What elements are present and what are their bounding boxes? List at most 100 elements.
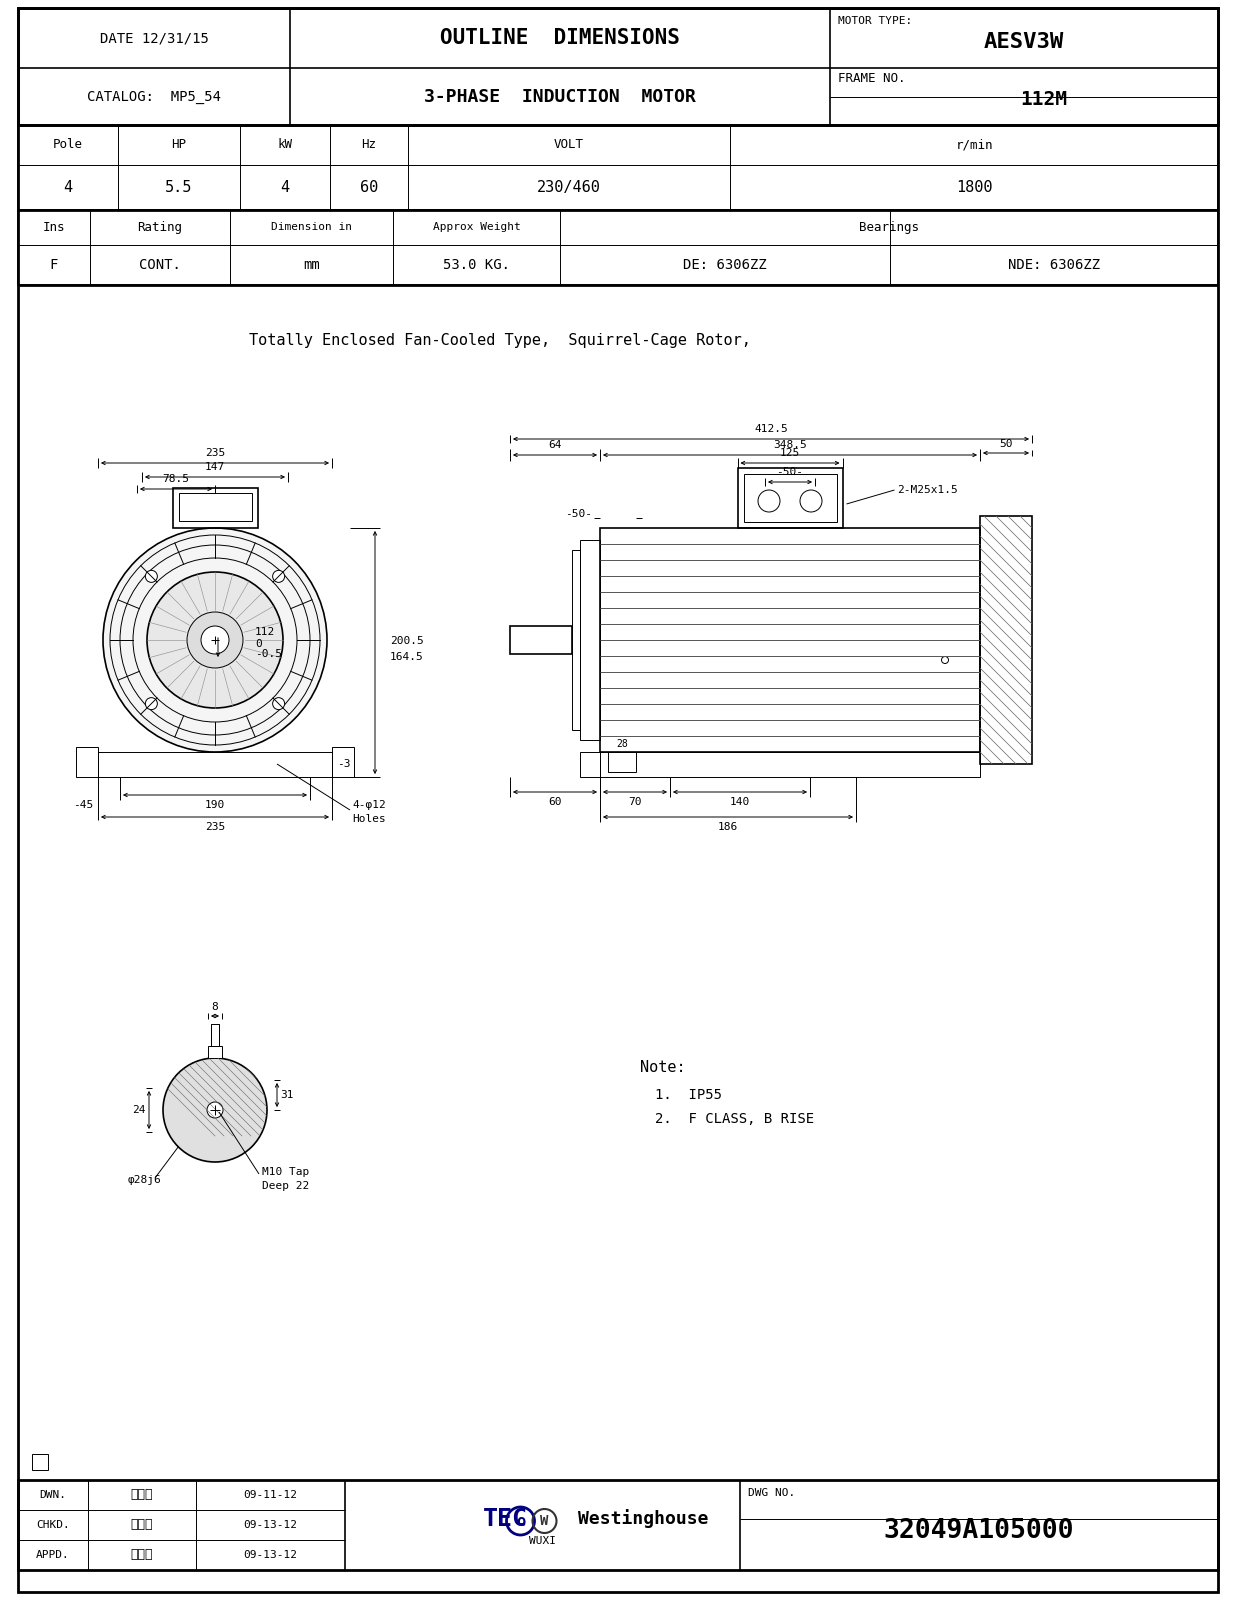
Circle shape [206,1102,222,1118]
Text: OUTLINE  DIMENSIONS: OUTLINE DIMENSIONS [440,27,680,48]
Bar [580,752,599,778]
Text: -3: -3 [337,758,351,770]
Text: 64: 64 [549,440,561,450]
Text: DATE 12/31/15: DATE 12/31/15 [100,30,209,45]
Text: 200.5: 200.5 [391,635,424,645]
Text: 4-φ12: 4-φ12 [352,800,386,810]
Text: NDE: 6306ZZ: NDE: 6306ZZ [1007,258,1100,272]
Text: 348.5: 348.5 [774,440,807,450]
Text: 235: 235 [205,822,225,832]
Circle shape [273,698,284,710]
Text: 2-M25x1.5: 2-M25x1.5 [897,485,958,494]
Text: -0.5: -0.5 [255,650,282,659]
Text: MOTOR TYPE:: MOTOR TYPE: [838,16,912,26]
Text: Holes: Holes [352,814,386,824]
Text: 78.5: 78.5 [162,474,189,483]
Text: Ins: Ins [43,221,66,234]
Text: AESV3W: AESV3W [984,32,1064,51]
Text: Totally Enclosed Fan-Cooled Type,  Squirrel-Cage Rotor,: Totally Enclosed Fan-Cooled Type, Squirr… [250,333,751,347]
Text: 140: 140 [730,797,750,806]
Text: 09-13-12: 09-13-12 [243,1520,298,1530]
Bar [744,474,837,522]
Text: -50-: -50- [565,509,592,518]
Text: 230/460: 230/460 [538,179,601,195]
Bar [19,1480,1217,1570]
Text: CHKD.: CHKD. [36,1520,70,1530]
Text: Approx Weight: Approx Weight [433,222,520,232]
Text: 186: 186 [718,822,738,832]
Text: 112M: 112M [1021,90,1068,109]
Text: 31: 31 [281,1090,294,1101]
Text: FRAME NO.: FRAME NO. [838,72,906,85]
Text: -45: -45 [73,800,93,810]
Bar [572,550,580,730]
Text: 164.5: 164.5 [391,653,424,662]
Text: 147: 147 [205,462,225,472]
Text: 時堕慶: 時堕慶 [131,1518,153,1531]
Text: 50: 50 [999,438,1012,450]
Text: Rating: Rating [137,221,183,234]
Text: 4: 4 [63,179,73,195]
Circle shape [103,528,328,752]
Text: 0: 0 [255,638,262,650]
Text: CATALOG:  MP5_54: CATALOG: MP5_54 [87,90,221,104]
Text: 53.0 KG.: 53.0 KG. [442,258,510,272]
Circle shape [187,611,243,669]
Text: VOLT: VOLT [554,139,583,152]
Text: -50-: -50- [776,467,803,477]
Circle shape [146,570,157,582]
Text: r/min: r/min [955,139,993,152]
Text: Deep 22: Deep 22 [262,1181,309,1190]
Text: 5.5: 5.5 [166,179,193,195]
Text: 09-13-12: 09-13-12 [243,1550,298,1560]
Bar [19,210,1217,285]
Bar [98,752,332,778]
Bar [75,747,98,778]
Text: 09-11-12: 09-11-12 [243,1490,298,1501]
Bar [608,752,637,773]
Text: W: W [540,1514,549,1528]
Bar [332,747,353,778]
Text: 112: 112 [255,627,276,637]
Text: 60: 60 [360,179,378,195]
Text: 2.  F CLASS, B RISE: 2. F CLASS, B RISE [655,1112,815,1126]
Bar [173,488,257,528]
Bar [738,467,843,528]
Text: Bearings: Bearings [859,221,920,234]
Circle shape [163,1058,267,1162]
Bar [980,515,1032,765]
Text: DWN.: DWN. [40,1490,67,1501]
Circle shape [146,698,157,710]
Text: WUXI: WUXI [529,1536,556,1546]
Bar [19,8,1217,125]
Text: 28: 28 [616,739,628,749]
Text: kW: kW [278,139,293,152]
Text: 譚道勇: 譚道勇 [131,1488,153,1501]
Text: 8: 8 [211,1002,219,1013]
Circle shape [273,570,284,582]
Text: DE: 6306ZZ: DE: 6306ZZ [684,258,766,272]
Text: 1.  IP55: 1. IP55 [655,1088,722,1102]
Bar [599,528,980,752]
Text: Pole: Pole [53,139,83,152]
Text: Westinghouse: Westinghouse [577,1509,708,1528]
Text: 235: 235 [205,448,225,458]
Text: DWG NO.: DWG NO. [748,1488,795,1498]
Text: F: F [49,258,58,272]
Text: HP: HP [172,139,187,152]
Bar [599,752,980,778]
Circle shape [201,626,229,654]
Text: 32049A105000: 32049A105000 [884,1518,1074,1544]
Bar [19,125,1217,210]
Text: o: o [515,1514,525,1528]
Circle shape [147,573,283,707]
Bar [510,626,572,654]
Text: TEC: TEC [482,1507,528,1531]
Text: φ28j6: φ28j6 [129,1174,162,1186]
Bar [211,1024,219,1046]
Text: Hz: Hz [361,139,377,152]
Text: 125: 125 [780,448,800,458]
Text: M10 Tap: M10 Tap [262,1166,309,1178]
Text: Note:: Note: [640,1059,686,1075]
Text: 4: 4 [281,179,289,195]
